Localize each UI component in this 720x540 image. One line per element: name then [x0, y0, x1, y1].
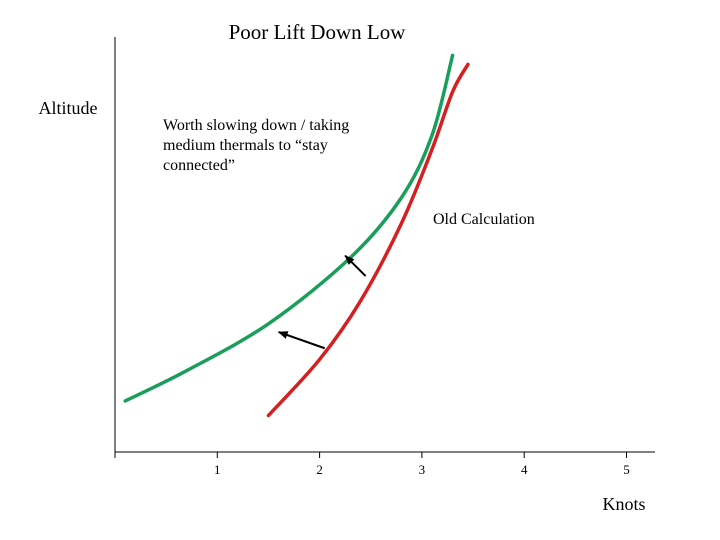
x-ticks: 1 2 3 4 5	[214, 452, 630, 477]
x-tick-label: 1	[214, 462, 221, 477]
arrow-lower	[277, 331, 326, 350]
series-red-line	[266, 62, 470, 418]
series-green-line	[123, 53, 455, 403]
x-tick-label: 2	[316, 462, 323, 477]
x-axis-label: Knots	[602, 494, 645, 514]
annotation-green-line-3: connected”	[163, 157, 235, 174]
y-axis-label: Altitude	[39, 98, 98, 118]
x-tick-label: 3	[419, 462, 426, 477]
arrow-upper	[344, 254, 367, 277]
x-tick-label: 4	[521, 462, 528, 477]
annotation-green-line-2: medium thermals to “stay	[163, 137, 328, 154]
annotation-green: Worth slowing down / taking medium therm…	[163, 117, 353, 174]
annotation-green-line-1: Worth slowing down / taking	[163, 117, 349, 134]
x-tick-label: 5	[623, 462, 630, 477]
annotation-red: Old Calculation	[433, 211, 535, 228]
chart-title: Poor Lift Down Low	[229, 20, 407, 44]
